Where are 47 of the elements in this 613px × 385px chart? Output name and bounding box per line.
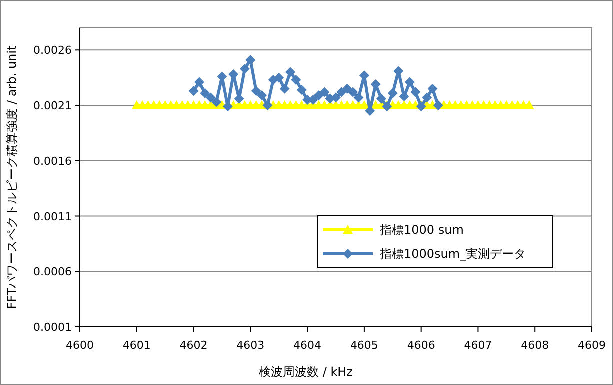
x-tick-label: 4604 [294, 339, 322, 352]
y-tick-label: 0.0021 [34, 100, 72, 113]
x-tick-label: 4606 [407, 339, 436, 352]
point [422, 92, 432, 103]
x-tick-label: 4608 [521, 339, 550, 352]
point [240, 64, 250, 74]
y-tick-label: 0.0001 [34, 321, 72, 334]
x-tick-label: 4602 [180, 339, 208, 352]
point [342, 84, 352, 94]
point [257, 90, 268, 101]
point [410, 87, 421, 98]
x-tick-label: 4600 [66, 339, 94, 352]
point [206, 92, 216, 103]
legend-label: 指標1000sum_実測データ [379, 247, 526, 261]
x-axis-title: 検波周波数 / kHz [259, 365, 353, 379]
x-tick-label: 4603 [236, 339, 265, 352]
point [212, 97, 222, 108]
point [331, 92, 341, 103]
point [188, 86, 199, 96]
point [194, 77, 204, 88]
point [376, 94, 387, 104]
y-tick-label: 0.0011 [34, 210, 72, 224]
point [354, 92, 364, 103]
point [388, 88, 398, 98]
point [320, 87, 330, 98]
point [404, 77, 415, 88]
point [314, 90, 324, 101]
x-tick-label: 4605 [350, 339, 378, 352]
point [285, 67, 296, 78]
y-tick-label: 0.0016 [34, 154, 72, 168]
x-tick-label: 4609 [578, 339, 606, 352]
point [365, 106, 376, 116]
y-axis-title: FFTパワースペクトルピーク積算強度 / arb. unit [5, 46, 19, 310]
x-tick-label: 4607 [464, 339, 492, 352]
point [251, 86, 262, 96]
point [428, 84, 438, 94]
point [296, 85, 307, 96]
y-tick-label: 0.0026 [34, 44, 72, 58]
point [291, 75, 302, 86]
y-tick-label: 0.0006 [34, 266, 72, 279]
point [274, 72, 284, 83]
x-tick-label: 4601 [122, 339, 151, 352]
point [348, 87, 358, 98]
legend-label: 指標1000 sum [379, 223, 464, 237]
point [200, 88, 210, 98]
point [280, 84, 290, 94]
point [336, 87, 347, 98]
